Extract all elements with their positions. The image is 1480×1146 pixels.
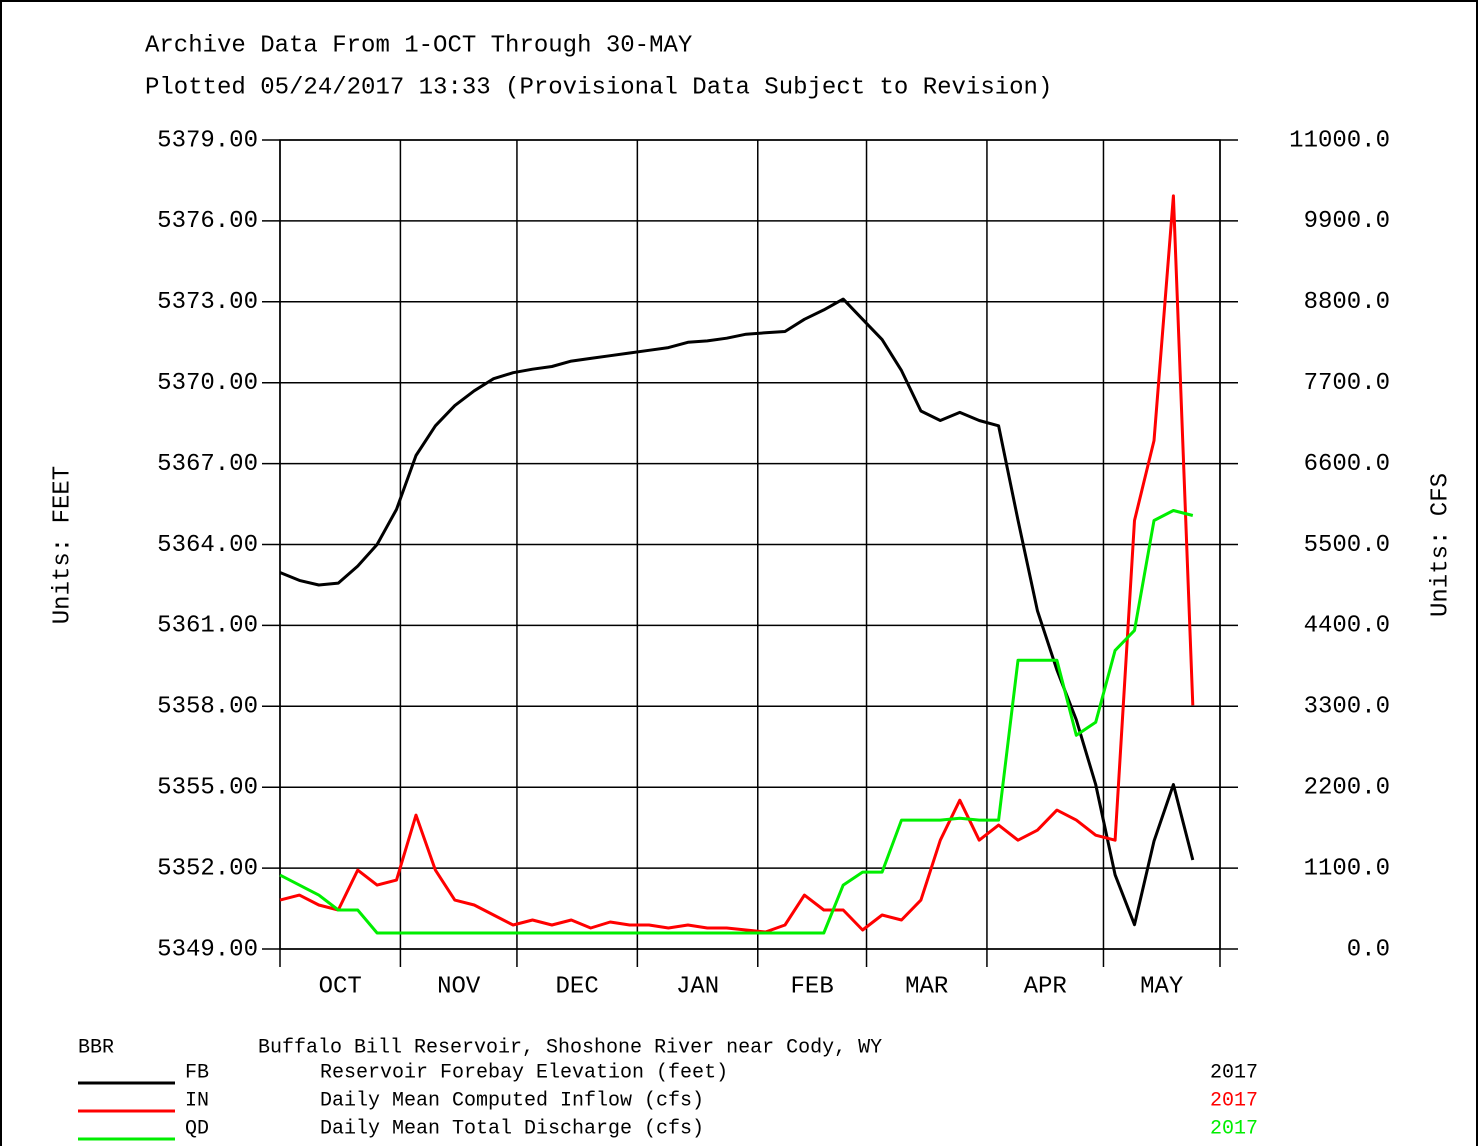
y-tick-label: 5364.00: [157, 532, 258, 559]
y-tick-label: 5379.00: [157, 127, 258, 154]
y-tick-label: 5355.00: [157, 775, 258, 802]
y-tick-label: 5376.00: [157, 208, 258, 235]
station-code: BBR: [78, 1036, 114, 1059]
x-tick-label: NOV: [437, 973, 481, 1000]
y2-tick-label: 4400.0: [1304, 613, 1390, 640]
y2-tick-label: 2200.0: [1304, 775, 1390, 802]
x-tick-label: OCT: [319, 973, 362, 1000]
y-tick-label: 5370.00: [157, 370, 258, 397]
plot-area: [279, 139, 1221, 950]
y-tick-label: 5361.00: [157, 613, 258, 640]
legend-code: FB: [185, 1061, 209, 1084]
series-line: [279, 509, 1194, 935]
y-tick-label: 5358.00: [157, 694, 258, 721]
chart-subtitle: Plotted 05/24/2017 13:33 (Provisional Da…: [145, 74, 1052, 101]
legend-year: 2017: [1210, 1117, 1258, 1140]
y2-tick-label: 9900.0: [1304, 208, 1390, 235]
y2-tick-label: 8800.0: [1304, 289, 1390, 316]
legend-year: 2017: [1210, 1089, 1258, 1112]
legend-code: IN: [185, 1089, 209, 1112]
y2-tick-label: 6600.0: [1304, 451, 1390, 478]
x-tick-label: MAR: [905, 973, 948, 1000]
y-tick-label: 5349.00: [157, 936, 258, 963]
x-tick-label: MAY: [1140, 973, 1183, 1000]
y2-tick-label: 1100.0: [1304, 855, 1390, 882]
x-tick-label: FEB: [791, 973, 834, 1000]
y2-tick-label: 3300.0: [1304, 694, 1390, 721]
series-line: [279, 297, 1195, 927]
legend-name: Daily Mean Computed Inflow (cfs): [320, 1089, 704, 1112]
legend-code: QD: [185, 1117, 209, 1140]
y2-tick-label: 5500.0: [1304, 532, 1390, 559]
series-line: [279, 194, 1195, 934]
y-tick-label: 5352.00: [157, 855, 258, 882]
x-tick-label: APR: [1024, 973, 1067, 1000]
x-tick-label: DEC: [556, 973, 599, 1000]
y-tick-label: 5367.00: [157, 451, 258, 478]
legend-year: 2017: [1210, 1061, 1258, 1084]
legend-title: Buffalo Bill Reservoir, Shoshone River n…: [258, 1036, 882, 1059]
y2-axis-label: Units: CFS: [1427, 473, 1454, 617]
y2-tick-label: 7700.0: [1304, 370, 1390, 397]
y2-tick-label: 11000.0: [1289, 127, 1390, 154]
y-axis-label: Units: FEET: [49, 466, 76, 624]
chart-title: Archive Data From 1-OCT Through 30-MAY: [145, 32, 692, 59]
y2-tick-label: 0.0: [1347, 936, 1390, 963]
y-tick-label: 5373.00: [157, 289, 258, 316]
legend-name: Reservoir Forebay Elevation (feet): [320, 1061, 728, 1084]
legend-name: Daily Mean Total Discharge (cfs): [320, 1117, 704, 1140]
x-tick-label: JAN: [676, 973, 719, 1000]
